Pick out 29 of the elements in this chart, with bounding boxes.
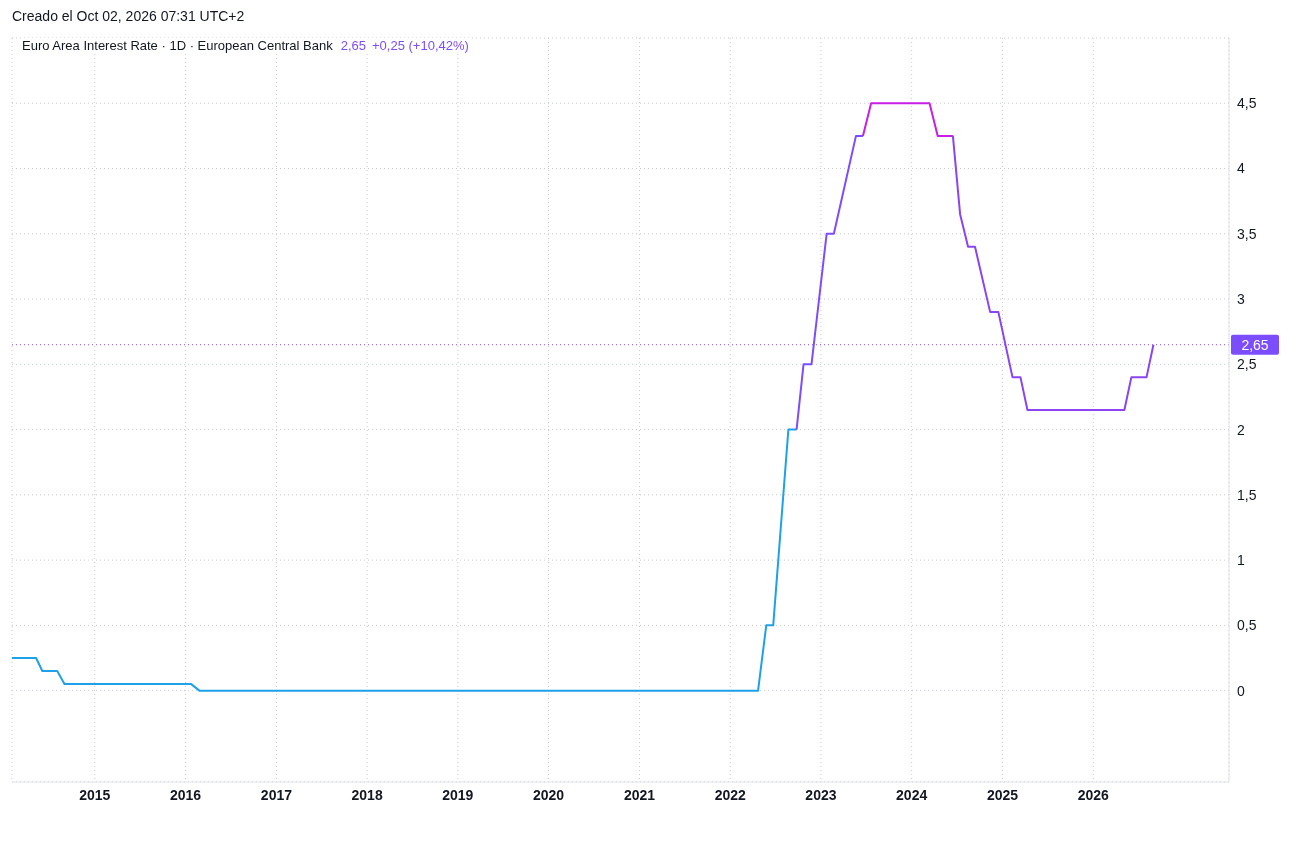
line-series — [12, 428, 798, 692]
y-tick-label: 4 — [1237, 160, 1245, 177]
chart-title: Euro Area Interest Rate · 1D · European Central Bank — [22, 38, 333, 53]
y-tick-label: 4,5 — [1237, 95, 1257, 112]
y-tick-label: 0,5 — [1237, 617, 1257, 634]
annotation: +0,25 (+10,42%) — [372, 38, 469, 53]
ref-line-label: 2,65 — [1241, 336, 1269, 353]
x-tick-label: 2020 — [532, 786, 565, 803]
y-tick-label: 2,5 — [1237, 356, 1257, 373]
x-tick-label: 2015 — [79, 786, 111, 803]
x-tick-label: 2019 — [442, 786, 474, 803]
x-tick-label: 2016 — [169, 786, 202, 803]
x-tick-label: 2023 — [805, 786, 837, 803]
y-tick-label: 1,5 — [1237, 486, 1257, 503]
y-tick-label: 3 — [1237, 291, 1245, 308]
y-tick-label: 0 — [1237, 682, 1245, 699]
x-tick-label: 2024 — [896, 786, 928, 803]
line-series — [951, 134, 1155, 411]
y-tick-label: 3,5 — [1237, 225, 1257, 242]
x-tick-label: 2021 — [623, 786, 656, 803]
annotation: 2,65 — [340, 38, 367, 53]
x-tick-label: 2025 — [987, 786, 1019, 803]
x-tick-label: 2018 — [351, 786, 383, 803]
x-tick-label: 2022 — [714, 786, 746, 803]
x-tick-label: 2017 — [260, 786, 293, 803]
y-tick-label: 1 — [1237, 552, 1245, 569]
x-tick-label: 2026 — [1077, 786, 1110, 803]
text: Creado el Oct 02, 2026 07:31 UTC+2 — [12, 8, 246, 26]
y-tick-label: 2 — [1237, 421, 1245, 438]
